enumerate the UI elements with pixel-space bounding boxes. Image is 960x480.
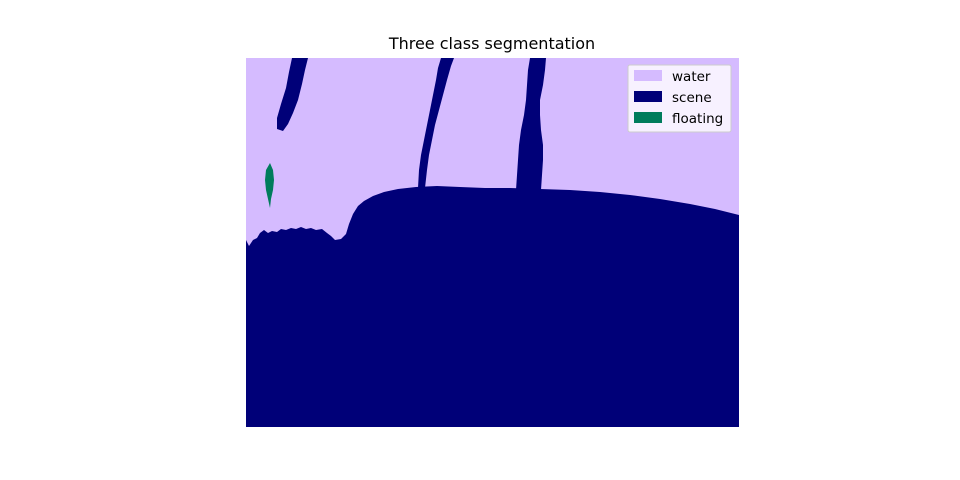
scene-region-pole-right — [516, 58, 546, 190]
floating-region — [265, 163, 274, 208]
legend-label-scene: scene — [672, 90, 712, 106]
chart-title: Three class segmentation — [388, 34, 595, 53]
legend-swatch-floating — [634, 112, 662, 123]
scene-region-pole-left — [277, 58, 308, 131]
legend-label-water: water — [672, 69, 711, 85]
scene-region-pole-middle — [418, 58, 454, 188]
legend-swatch-water — [634, 70, 662, 81]
legend-swatch-scene — [634, 91, 662, 102]
legend-label-floating: floating — [672, 111, 723, 127]
legend: water scene floating — [627, 64, 732, 133]
scene-region-foreground — [246, 186, 739, 427]
